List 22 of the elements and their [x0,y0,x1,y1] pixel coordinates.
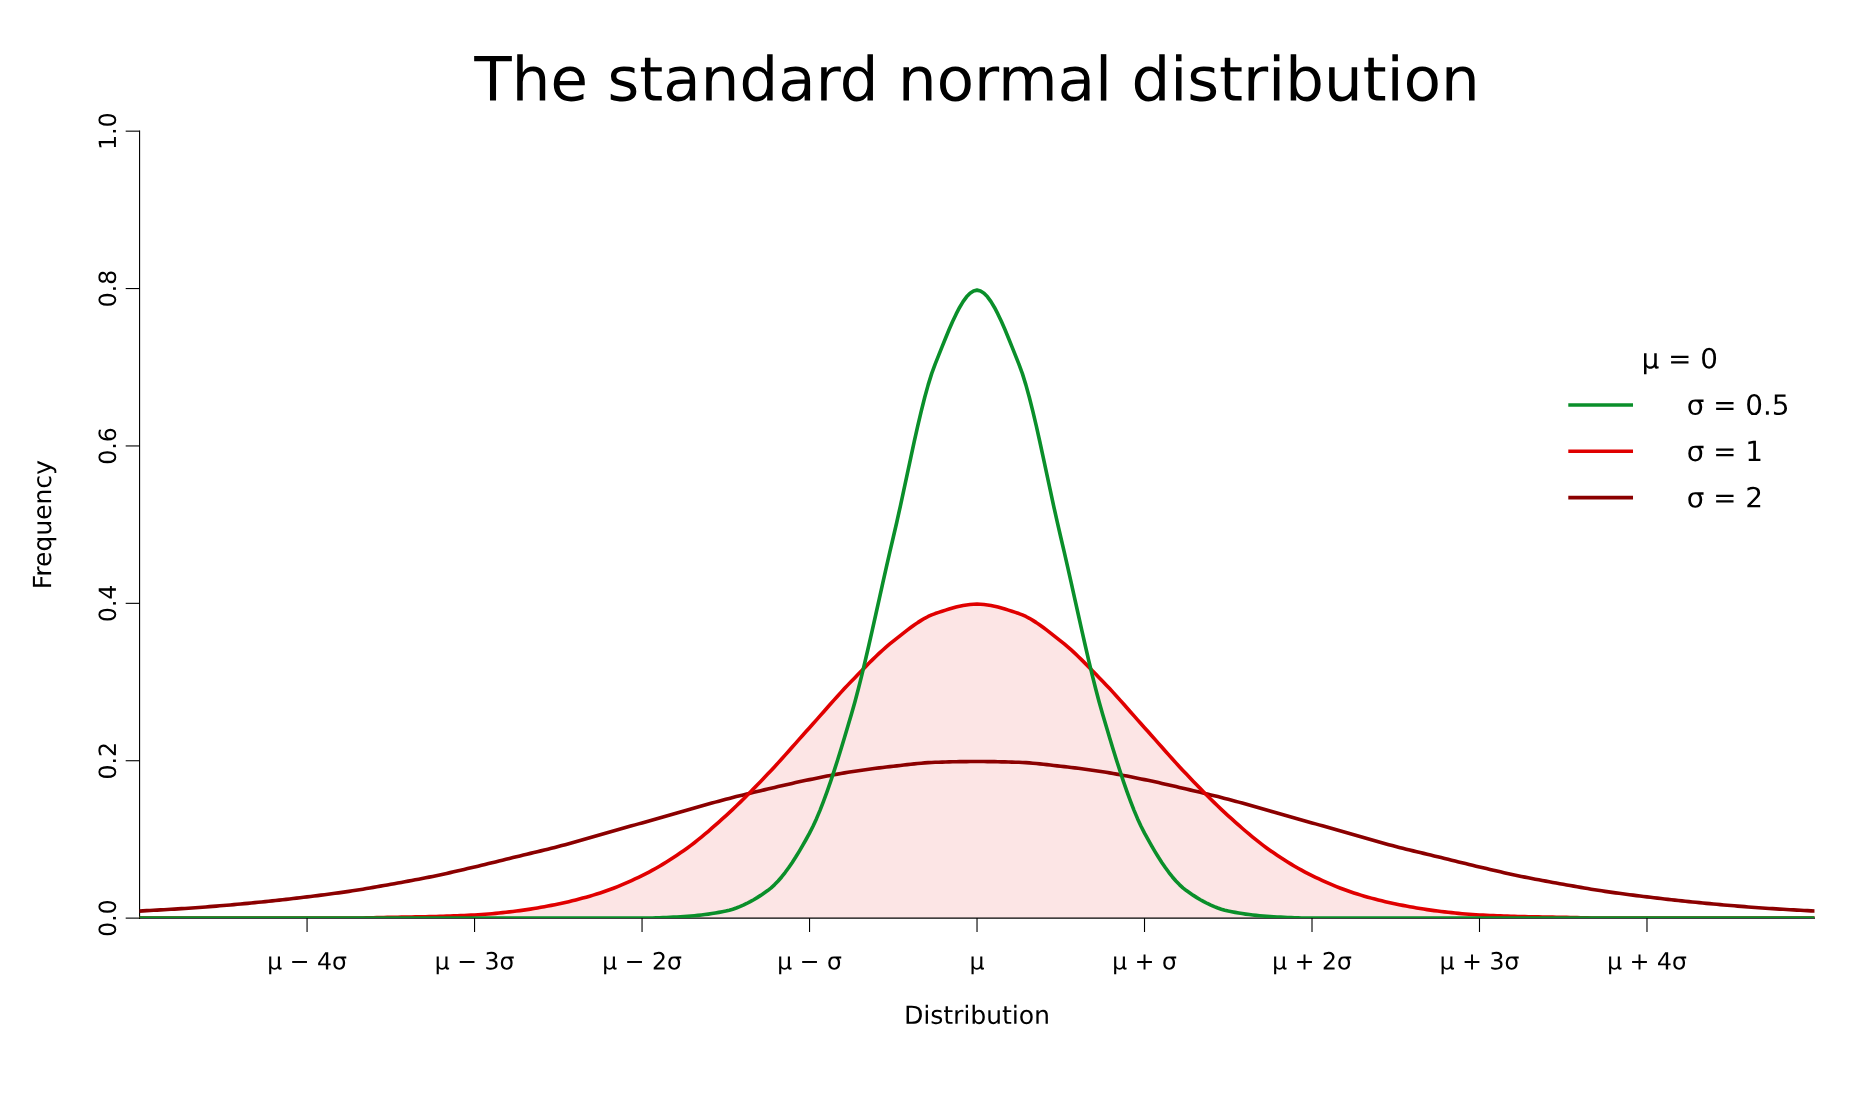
y-tick-label: 0.2 [98,744,117,778]
x-tick-label: μ − 4σ [269,952,347,975]
x-tick-label: μ − 2σ [604,951,682,975]
x-axis-title: Distribution [906,1004,1048,1025]
y-axis-title: Frequency [32,460,57,587]
legend-title: μ = 0 [1644,347,1717,375]
x-tick-label: μ + 2σ [1274,951,1352,975]
chart-title: The standard normal distribution [474,54,1475,102]
x-tick-label: μ − σ [779,956,842,975]
x-tick-label: μ + 3σ [1441,951,1519,975]
legend-label: σ = 1 [1688,440,1761,462]
x-tick-label: μ + 4σ [1609,952,1687,975]
y-tick-label: 0.8 [98,271,117,306]
y-tick-label: 0.6 [98,428,117,464]
x-tick-label: μ + σ [1114,954,1177,975]
x-tick-label: μ − 3σ [436,951,514,975]
y-tick-label: 1.0 [98,113,117,148]
y-tick-label: 0.0 [98,900,117,936]
legend-label: σ = 0.5 [1688,394,1788,416]
x-tick-label: μ [971,956,984,975]
y-tick-label: 0.4 [98,585,117,621]
legend-label: σ = 2 [1688,486,1761,508]
